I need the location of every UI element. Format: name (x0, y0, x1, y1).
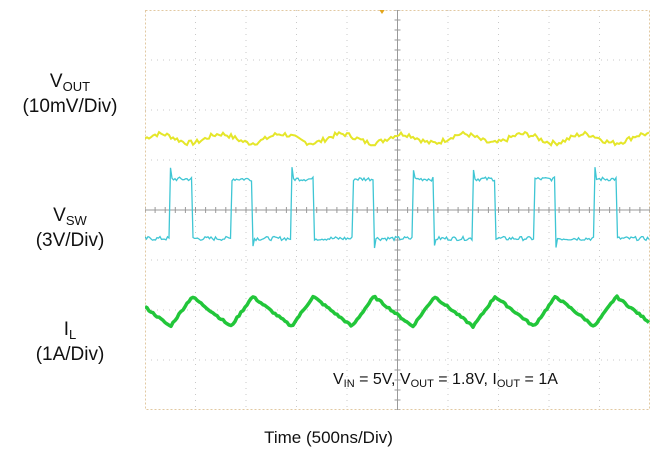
vsw-scale: (3V/Div) (35, 230, 105, 251)
oscilloscope-plot (145, 10, 650, 410)
test-conditions: VIN = 5V, VOUT = 1.8V, IOUT = 1A (333, 371, 558, 390)
x-axis-label: Time (500ns/Div) (264, 428, 393, 447)
vout-channel-label: VOUT (10mV/Div) (0, 70, 140, 119)
vsw-channel-label: VSW (3V/Div) (0, 204, 140, 253)
vout-scale: (10mV/Div) (22, 96, 118, 117)
vsw-trace (145, 167, 650, 249)
vout-trace (145, 130, 650, 147)
il-channel-label: IL (1A/Div) (0, 318, 140, 367)
il-trace (145, 294, 650, 329)
il-scale: (1A/Div) (35, 344, 105, 365)
scope-grid (145, 10, 650, 410)
trigger-marker (379, 10, 385, 14)
